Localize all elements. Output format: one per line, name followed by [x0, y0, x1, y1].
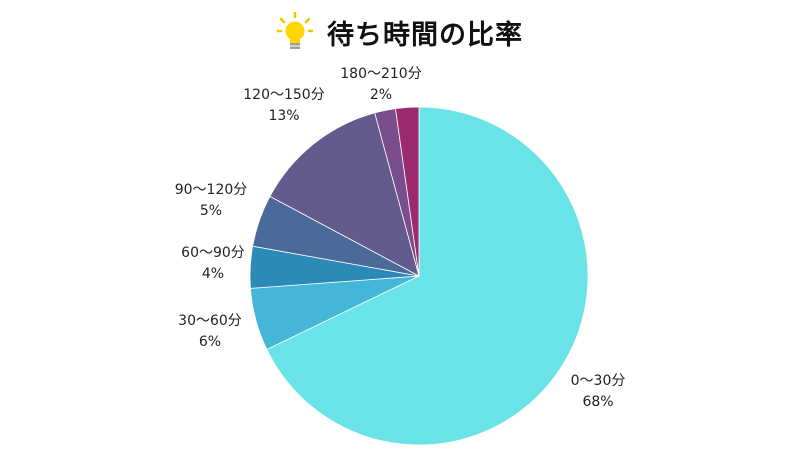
slice-label-2: 60〜90分 — [181, 245, 245, 261]
chart-title-bar: 待ち時間の比率 — [0, 10, 800, 54]
slice-value-label-4: 13% — [268, 108, 299, 124]
slice-value-label-0: 68% — [582, 394, 613, 410]
slice-label-3: 90〜120分 — [175, 182, 248, 198]
slice-label-0: 0〜30分 — [571, 373, 626, 389]
slice-label-5: 180〜210分 — [340, 66, 421, 82]
chart-title: 待ち時間の比率 — [327, 19, 523, 51]
pie-slice-0 — [266, 106, 589, 446]
pie-slice-4 — [269, 112, 420, 277]
slice-value-label-5: 2% — [370, 87, 392, 103]
slice-value-label-3: 5% — [200, 203, 222, 219]
slice-label-1: 30〜60分 — [178, 313, 242, 329]
pie-slice-extra — [395, 106, 420, 277]
lightbulb-icon — [277, 12, 313, 49]
slice-value-label-1: 6% — [199, 334, 221, 350]
slice-label-4: 120〜150分 — [243, 87, 324, 103]
slice-value-label-2: 4% — [202, 266, 224, 282]
